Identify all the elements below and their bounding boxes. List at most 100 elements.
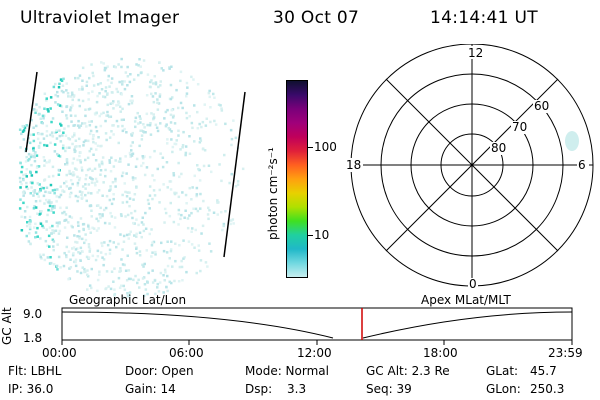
emission-dot [191, 227, 194, 230]
emission-dot [103, 95, 107, 99]
emission-dot [106, 114, 110, 117]
emission-dot [80, 193, 83, 197]
emission-dot [50, 131, 54, 134]
emission-dot [74, 240, 77, 244]
emission-dot [28, 157, 31, 161]
emission-dot [65, 82, 68, 85]
emission-dot [158, 95, 162, 98]
emission-dot [105, 194, 109, 198]
emission-dot [36, 192, 39, 196]
auroral-emission-dots [18, 57, 245, 299]
emission-dot [157, 290, 161, 293]
emission-dot [185, 202, 188, 205]
emission-dot [142, 223, 145, 226]
emission-dot [69, 172, 72, 176]
emission-dot [71, 161, 74, 165]
emission-dot [196, 110, 199, 114]
emission-dot [241, 167, 245, 171]
emission-dot [130, 95, 134, 98]
time-label: 14:14:41 UT [430, 8, 538, 28]
emission-dot [22, 129, 26, 132]
emission-dot [69, 114, 73, 117]
emission-dot [187, 240, 191, 243]
emission-dot [35, 170, 38, 174]
emission-dot [30, 174, 34, 177]
emission-dot [140, 164, 143, 168]
emission-dot [80, 85, 84, 89]
emission-dot [185, 92, 189, 95]
emission-dot [110, 130, 113, 133]
emission-dot [148, 185, 152, 188]
emission-dot [101, 244, 104, 248]
emission-dot [124, 71, 128, 74]
emission-dot [120, 214, 123, 218]
emission-dot [41, 114, 45, 118]
emission-dot [120, 118, 124, 122]
status-ip: IP: 36.0 [8, 382, 54, 396]
emission-dot [138, 115, 141, 118]
emission-dot [36, 137, 40, 141]
emission-dot [119, 157, 122, 160]
emission-dot [125, 233, 129, 237]
emission-dot [19, 180, 22, 184]
emission-dot [234, 136, 238, 140]
emission-dot [116, 90, 120, 94]
emission-dot [73, 167, 77, 170]
emission-dot [71, 225, 74, 229]
emission-dot [127, 277, 131, 281]
emission-dot [88, 204, 92, 208]
emission-dot [147, 202, 151, 205]
emission-dot [163, 279, 166, 282]
emission-dot [84, 233, 87, 236]
emission-dot [48, 199, 51, 202]
emission-dot [159, 271, 163, 275]
emission-dot [78, 237, 81, 240]
emission-dot [224, 122, 227, 126]
emission-dot [149, 122, 152, 125]
emission-dot [52, 240, 56, 243]
emission-dot [159, 80, 162, 83]
emission-dot [178, 244, 181, 247]
emission-dot [186, 217, 190, 220]
emission-dot [137, 73, 140, 77]
emission-dot [70, 120, 73, 123]
emission-dot [135, 63, 138, 66]
emission-dot [51, 174, 55, 178]
emission-dot [87, 183, 91, 186]
emission-dot [150, 79, 153, 82]
x-tick-label-0000: 00:00 [42, 346, 77, 360]
emission-dot [35, 124, 38, 128]
emission-dot [131, 178, 135, 182]
emission-dot [62, 90, 65, 94]
emission-dot [168, 257, 171, 260]
emission-dot [112, 280, 115, 283]
emission-dot [72, 157, 76, 160]
emission-dot [142, 265, 145, 268]
emission-dot [200, 125, 203, 129]
emission-dot [124, 269, 128, 272]
emission-dot [90, 267, 93, 271]
emission-dot [157, 85, 160, 89]
emission-dot [25, 168, 29, 171]
emission-dot [23, 210, 27, 213]
emission-dot [208, 242, 211, 245]
emission-dot [87, 139, 90, 143]
emission-dot [128, 151, 132, 155]
emission-dot [33, 191, 36, 194]
emission-dot [199, 192, 202, 196]
emission-dot [49, 261, 53, 265]
emission-dot [19, 161, 22, 165]
emission-dot [81, 122, 84, 125]
emission-dot [84, 108, 87, 111]
emission-dot [106, 65, 109, 68]
timeline-left-caption: Geographic Lat/Lon [69, 293, 187, 307]
emission-dot [154, 123, 158, 127]
emission-dot [45, 186, 49, 189]
emission-dot [220, 210, 223, 214]
emission-dot [177, 280, 181, 283]
emission-dot [88, 124, 92, 127]
emission-dot [144, 131, 147, 134]
emission-dot [103, 208, 106, 212]
emission-dot [48, 204, 52, 208]
emission-dot [42, 156, 46, 159]
